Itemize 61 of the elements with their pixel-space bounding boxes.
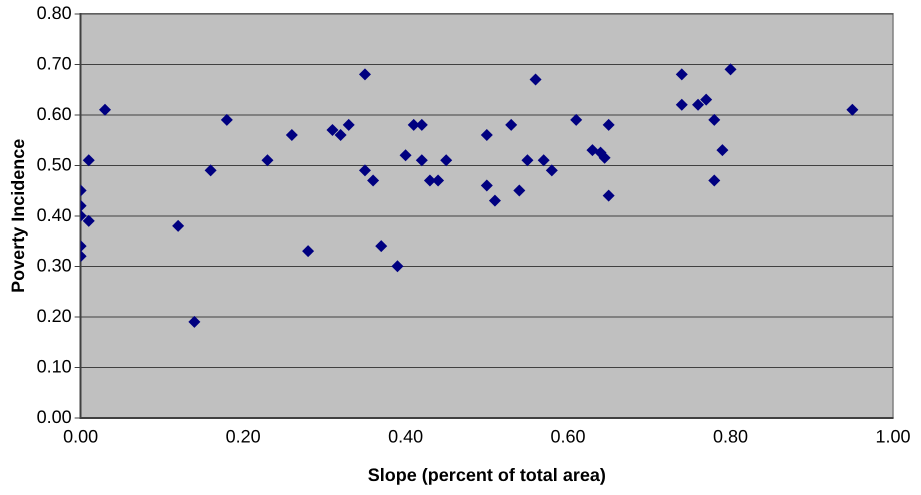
point: [302, 245, 314, 258]
point: [261, 154, 274, 166]
point: [334, 129, 347, 141]
point: [716, 144, 728, 156]
point: [546, 164, 558, 176]
point: [538, 154, 550, 166]
point: [724, 63, 737, 76]
point: [480, 129, 493, 141]
point: [530, 73, 542, 86]
point: [602, 118, 615, 131]
point: [172, 220, 184, 232]
y-tick-label: 0.10: [36, 356, 72, 376]
y-tick-label: 0.30: [36, 255, 72, 276]
point: [708, 114, 720, 126]
y-tick-label: 0.20: [36, 306, 72, 326]
y-tick-label: 0.40: [36, 204, 72, 225]
point: [570, 114, 582, 126]
point: [586, 144, 598, 156]
x-tick-label: 0.80: [713, 426, 748, 447]
x-tick-label: 0.20: [226, 426, 261, 447]
point: [220, 114, 233, 126]
point: [391, 260, 404, 272]
point: [326, 124, 338, 136]
point: [367, 174, 380, 186]
y-tick-label: 0.50: [36, 154, 72, 174]
x-tick-label: 0.00: [63, 426, 98, 447]
point: [440, 154, 452, 166]
point: [708, 174, 720, 186]
point: [342, 118, 355, 131]
point: [82, 154, 95, 166]
point: [598, 152, 611, 164]
y-tick-label: 0.70: [36, 53, 72, 74]
y-axis-title: Poverty Incidence: [8, 138, 28, 293]
point: [602, 190, 615, 202]
y-tick-label: 0.80: [36, 2, 72, 23]
point: [375, 240, 388, 252]
point: [400, 149, 412, 162]
point: [676, 98, 688, 111]
point: [676, 68, 688, 80]
point: [480, 180, 493, 192]
y-tick-label: 0.00: [36, 406, 72, 427]
y-tick-label: 0.60: [36, 104, 72, 124]
point: [188, 316, 200, 328]
point: [358, 68, 371, 80]
point: [82, 214, 95, 227]
x-axis-title: Slope (percent of total area): [368, 465, 606, 486]
point: [846, 104, 858, 116]
point: [358, 164, 371, 176]
point: [513, 184, 526, 197]
point: [416, 154, 428, 166]
point: [204, 164, 217, 176]
point: [700, 94, 712, 106]
point: [505, 118, 518, 131]
point: [692, 98, 704, 111]
x-tick-label: 1.00: [875, 426, 911, 447]
point: [488, 194, 501, 207]
point: [286, 129, 298, 141]
point: [99, 104, 112, 116]
x-tick-label: 0.40: [388, 426, 424, 447]
x-tick-label: 0.60: [550, 426, 586, 447]
point: [521, 154, 534, 166]
